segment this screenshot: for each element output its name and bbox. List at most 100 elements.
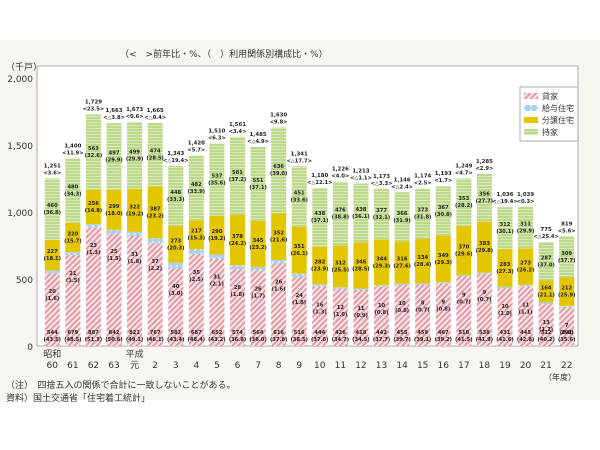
rental-label-value: 455 (397, 330, 408, 336)
bar-segment-owner (497, 207, 513, 249)
yoy-label: <△19.4> (163, 158, 188, 164)
owner-label-share: (37.7) (558, 258, 576, 264)
bar-segment-condo (435, 235, 451, 283)
yoy-label: <5.6> (558, 228, 576, 234)
company-label-value: 11 (357, 306, 365, 312)
bar-segment-rental (394, 285, 410, 346)
rental-label-value: 445 (520, 330, 531, 336)
company-label-value: 23 (90, 243, 98, 249)
company-label-value: 31 (213, 275, 221, 281)
condo-label-share: (28.5) (352, 266, 370, 272)
company-label-value: 10 (501, 304, 509, 310)
company-label-value: 37 (152, 259, 160, 265)
bar-segment-company (497, 286, 513, 289)
owner-label-share: (35.6) (208, 181, 226, 187)
bar-segment-condo (497, 248, 513, 287)
bar-segment-company (374, 285, 390, 287)
bar-segment-rental (65, 255, 81, 346)
bar-segment-condo (168, 226, 184, 263)
bar-segment-company (415, 283, 431, 285)
bar-segment-condo (559, 277, 575, 306)
bar-segment-company (435, 282, 451, 284)
rental-label-value: 431 (500, 330, 511, 336)
rental-label-share: (39.7) (393, 337, 411, 343)
bar-segment-owner (312, 187, 328, 247)
company-label-share: (1.3) (86, 250, 100, 256)
owner-label-value: 438 (356, 207, 367, 213)
bar-segment-condo (250, 220, 266, 267)
total-label: 1,285 (476, 159, 493, 165)
bar-segment-owner (291, 166, 307, 227)
rental-label-share: (37.6) (311, 337, 329, 343)
total-label: 1,193 (435, 171, 452, 177)
bar-segment-rental (291, 276, 307, 346)
company-label-value: 21 (69, 271, 77, 277)
owner-label-share: (32.6) (85, 153, 103, 159)
owner-label-value: 499 (129, 149, 140, 155)
condo-label-share: (23.2) (146, 213, 164, 219)
rental-label-share: (35.6) (558, 337, 576, 343)
company-label-share: (1.7) (251, 293, 265, 299)
owner-label-value: 311 (520, 222, 531, 228)
condo-label-value: 378 (232, 234, 243, 240)
bar-segment-company (332, 287, 348, 289)
rental-label-value: 887 (88, 330, 99, 336)
yoy-label: <△1.1> (350, 175, 372, 181)
condo-label-share: (15.3) (188, 236, 206, 242)
bar-segment-rental (538, 304, 554, 346)
condo-label-value: 290 (211, 229, 222, 235)
bar-segment-condo (291, 226, 307, 274)
bar-segment-company (518, 284, 534, 287)
total-label: 1,341 (291, 151, 308, 157)
bar-segment-rental (44, 273, 60, 346)
rental-label-share: (51.3) (85, 337, 103, 343)
bar-segment-owner (85, 114, 101, 190)
owner-label-value: 312 (500, 222, 511, 228)
bar-segment-owner (374, 188, 390, 240)
yoy-label: <3.4> (229, 129, 247, 135)
rental-label-value: 679 (67, 330, 78, 336)
x-tick-label: 8 (276, 361, 282, 371)
rental-label-share: (43.2) (208, 337, 226, 343)
owner-label-value: 366 (397, 211, 408, 217)
yoy-label: <1.7> (434, 178, 452, 184)
condo-label-value: 217 (191, 229, 202, 235)
total-label: 1,174 (414, 174, 431, 180)
company-label-value: 26 (254, 286, 262, 292)
rental-label-value: 574 (232, 330, 243, 336)
owner-label-share: (27.7) (476, 199, 494, 205)
owner-label-value: 480 (67, 185, 78, 191)
bar-segment-rental (85, 227, 101, 346)
rental-label-share: (43.4) (167, 337, 185, 343)
bar-segment-company (106, 229, 122, 234)
owner-label-value: 287 (541, 255, 552, 261)
bar-segment-company (394, 283, 410, 286)
bar-segment-rental (209, 258, 225, 346)
x-tick-label: 9 (296, 361, 302, 371)
bar-segment-rental (435, 283, 451, 346)
bar-segment-rental (147, 243, 163, 346)
bar-segment-owner (415, 188, 431, 239)
condo-label-share: (28.4) (414, 262, 432, 268)
condo-label-share: (18.1) (44, 256, 62, 262)
x-tick-label: 10 (314, 361, 326, 371)
company-label-share: (1.6) (272, 286, 286, 292)
company-label-share: (0.8) (395, 308, 409, 314)
condo-label-share: (19.2) (208, 236, 226, 242)
x-tick-label: 63 (108, 361, 119, 371)
rental-label-value: 652 (211, 330, 222, 336)
condo-label-value: 344 (376, 256, 387, 262)
company-label-share: (0.7) (416, 307, 430, 313)
company-label-value: 9 (441, 299, 445, 305)
rental-label-value: 616 (273, 330, 284, 336)
condo-label-share: (29.3) (434, 260, 452, 266)
condo-label-share: (29.3) (373, 263, 391, 269)
bar-segment-owner (353, 183, 369, 243)
yoy-label: <△0.4> (144, 115, 166, 121)
bar-segment-rental (415, 284, 431, 346)
yoy-label: <△2.4> (391, 184, 413, 190)
condo-label-share: (23.2) (249, 245, 267, 251)
total-label: 1,343 (167, 151, 184, 157)
rental-label-value: 426 (335, 330, 346, 336)
owner-label-value: 377 (376, 208, 387, 214)
